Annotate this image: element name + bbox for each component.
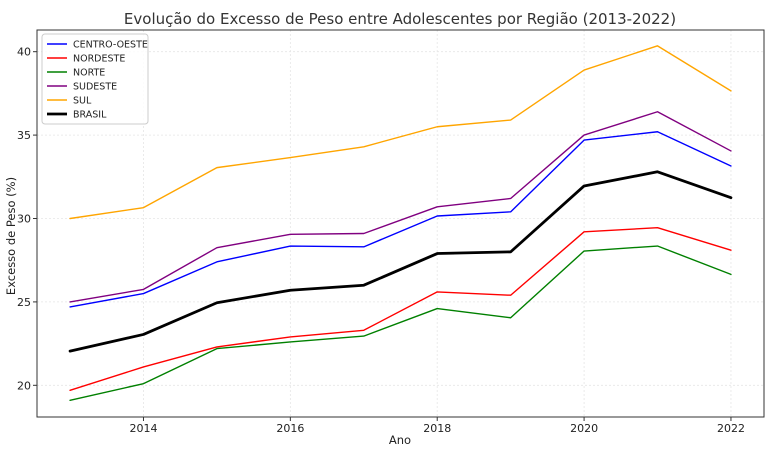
grid [37, 30, 764, 417]
series-line-centro-oeste [69, 131, 732, 308]
series-line-norte [69, 245, 732, 402]
legend-label-sul: SUL [73, 96, 92, 107]
legend-label-norte: NORTE [73, 68, 105, 79]
legend-label-centro-oeste: CENTRO-OESTE [73, 40, 148, 51]
series-line-sudeste [69, 111, 732, 303]
axis-ticks: 2014 2016 2018 2020 2022 20 25 30 35 40 [17, 46, 745, 435]
x-tick-label: 2016 [276, 422, 304, 435]
x-tick-label: 2020 [570, 422, 598, 435]
legend-label-nordeste: NORDESTE [73, 54, 125, 65]
y-tick-label: 20 [17, 379, 31, 392]
legend-label-brasil: BRASIL [73, 110, 107, 121]
legend-label-sudeste: SUDESTE [73, 82, 117, 93]
legend-box [41, 33, 149, 125]
y-axis-title: Excesso de Peso (%) [4, 177, 18, 295]
y-tick-label: 35 [17, 129, 31, 142]
y-tick-label: 25 [17, 296, 31, 309]
y-tick-label: 30 [17, 212, 31, 225]
legend-items: CENTRO-OESTE NORDESTE NORTE SUDESTE SUL BRASI… [47, 40, 148, 121]
y-tick-label: 40 [17, 46, 31, 59]
chart-title: Evolução do Excesso de Peso entre Adoles… [124, 10, 676, 28]
plot-frame [36, 29, 765, 418]
x-tick-label: 2018 [423, 422, 451, 435]
x-tick-label: 2014 [129, 422, 157, 435]
x-tick-label: 2022 [717, 422, 745, 435]
series-line-nordeste [69, 226, 732, 392]
series-line-brasil [68, 170, 733, 353]
series-lines [68, 45, 733, 402]
series-line-sul [69, 45, 732, 220]
legend: CENTRO-OESTE NORDESTE NORTE SUDESTE SUL BRASI… [41, 33, 149, 125]
x-axis-title: Ano [389, 433, 411, 447]
